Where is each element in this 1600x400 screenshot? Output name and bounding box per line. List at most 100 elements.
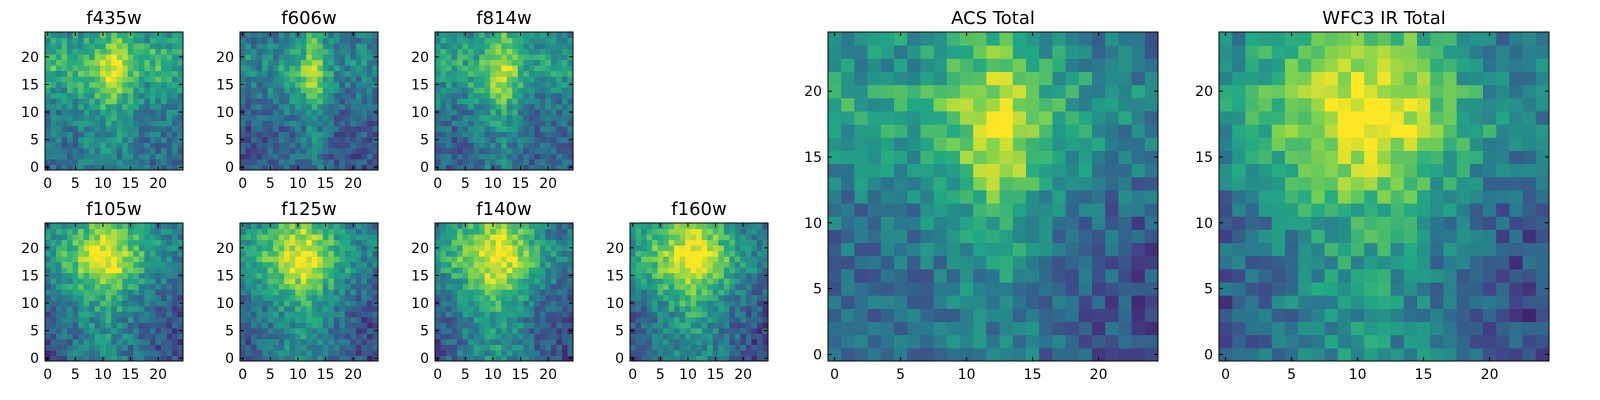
heatmap-cell — [696, 256, 703, 263]
heatmap-cell — [240, 76, 247, 83]
heatmap-cell — [166, 223, 173, 230]
heatmap-cell — [685, 311, 692, 318]
heatmap-cell — [361, 223, 368, 230]
heatmap-cell — [734, 239, 741, 246]
heatmap-cell — [166, 338, 173, 345]
heatmap-cell — [284, 239, 291, 246]
heatmap-cell — [72, 48, 79, 55]
heatmap-cell — [289, 43, 296, 50]
heatmap-cell — [440, 43, 447, 50]
heatmap-cell — [946, 255, 961, 270]
heatmap-cell — [144, 103, 151, 110]
heatmap-cell — [685, 344, 692, 351]
heatmap-cell — [534, 153, 541, 160]
heatmap-cell — [333, 234, 340, 241]
heatmap-cell — [561, 81, 568, 88]
heatmap-cell — [111, 283, 118, 290]
heatmap-cell — [523, 70, 530, 77]
heatmap-cell — [289, 327, 296, 334]
heatmap-cell — [567, 65, 574, 72]
heatmap-cell — [278, 245, 285, 252]
heatmap-cell — [690, 338, 697, 345]
heatmap-cell — [484, 272, 491, 279]
heatmap-cell — [155, 267, 162, 274]
heatmap-cell — [1144, 229, 1159, 244]
heatmap-cell — [679, 272, 686, 279]
heatmap-cell — [646, 316, 653, 323]
heatmap-cell — [630, 239, 637, 246]
heatmap-cell — [567, 316, 574, 323]
heatmap-cell — [457, 245, 464, 252]
heatmap-cell — [539, 272, 546, 279]
heatmap-cell — [1078, 255, 1093, 270]
heatmap-cell — [718, 338, 725, 345]
heatmap-cell — [138, 300, 145, 307]
heatmap-cell — [94, 316, 101, 323]
heatmap-cell — [468, 136, 475, 143]
heatmap-cell — [1092, 189, 1106, 204]
heatmap-cell — [322, 92, 329, 99]
heatmap-cell — [440, 333, 447, 340]
heatmap-cell — [440, 32, 447, 39]
heatmap-cell — [333, 272, 340, 279]
heatmap-cell — [740, 234, 747, 241]
heatmap-cell — [534, 239, 541, 246]
heatmap-cell — [72, 272, 79, 279]
heatmap-cell — [56, 125, 63, 132]
heatmap-cell — [484, 48, 491, 55]
heatmap-cell — [517, 305, 524, 312]
heatmap-cell — [828, 255, 842, 270]
heatmap-cell — [339, 294, 346, 301]
heatmap-cell — [657, 333, 664, 340]
heatmap-cell — [72, 234, 79, 241]
heatmap-cell — [490, 125, 497, 132]
heatmap-cell — [501, 250, 508, 257]
heatmap-cell — [94, 245, 101, 252]
heatmap-cell — [256, 54, 263, 61]
heatmap-cell — [333, 344, 340, 351]
heatmap-cell — [78, 76, 85, 83]
heatmap-cell — [1131, 268, 1146, 283]
heatmap-cell — [523, 158, 530, 165]
heatmap-cell — [72, 103, 79, 110]
heatmap-cell — [83, 120, 90, 127]
heatmap-cell — [355, 283, 362, 290]
heatmap-cell — [734, 245, 741, 252]
heatmap-cell — [273, 153, 280, 160]
heatmap-cell — [512, 48, 519, 55]
heatmap-cell — [534, 223, 541, 230]
heatmap-cell — [160, 261, 167, 268]
heatmap-cell — [328, 32, 335, 39]
heatmap-cell — [350, 256, 357, 263]
heatmap-cell — [328, 70, 335, 77]
heatmap-cell — [149, 103, 156, 110]
heatmap-cell — [295, 256, 302, 263]
heatmap-cell — [350, 305, 357, 312]
heatmap-cell — [880, 334, 895, 349]
heatmap-cell — [273, 283, 280, 290]
heatmap-cell — [435, 92, 442, 99]
heatmap-cell — [350, 261, 357, 268]
heatmap-cell — [350, 283, 357, 290]
heatmap-cell — [451, 311, 458, 318]
heatmap-cell — [273, 234, 280, 241]
heatmap-cell — [723, 322, 730, 329]
heatmap-cell — [94, 136, 101, 143]
heatmap-cell — [306, 267, 313, 274]
heatmap-cell — [72, 76, 79, 83]
heatmap-cell — [550, 32, 557, 39]
heatmap-cell — [339, 153, 346, 160]
heatmap-cell — [561, 289, 568, 296]
heatmap-cells — [828, 32, 1159, 362]
heatmap-cell — [556, 355, 563, 362]
heatmap-cell — [72, 114, 79, 121]
heatmap-cell — [841, 150, 855, 165]
heatmap-cell — [328, 98, 335, 105]
heatmap-cell — [490, 43, 497, 50]
heatmap-cell — [468, 120, 475, 127]
heatmap-cell — [322, 153, 329, 160]
heatmap-cell — [171, 294, 178, 301]
heatmap-cell — [1105, 347, 1119, 362]
heatmap-cell — [1105, 242, 1119, 257]
heatmap-cell — [350, 92, 357, 99]
